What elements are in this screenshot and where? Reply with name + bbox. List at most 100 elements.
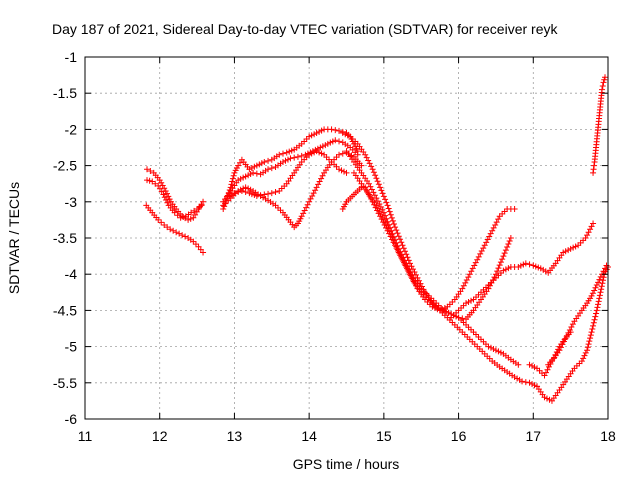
data-point-marker bbox=[581, 352, 588, 359]
data-point-marker bbox=[144, 177, 151, 184]
data-point-marker bbox=[230, 172, 237, 179]
data-point-marker bbox=[354, 151, 361, 158]
data-point-marker bbox=[463, 276, 470, 283]
data-point-marker bbox=[161, 194, 168, 201]
data-point-marker bbox=[332, 137, 339, 144]
data-point-marker bbox=[593, 310, 600, 317]
data-point-marker bbox=[471, 262, 478, 269]
data-point-marker bbox=[377, 203, 384, 210]
data-point-marker bbox=[600, 268, 607, 275]
y-tick-label: -2.5 bbox=[53, 158, 77, 174]
data-point-marker bbox=[383, 199, 390, 206]
data-point-marker bbox=[265, 157, 272, 164]
y-tick-label: -3.5 bbox=[53, 230, 77, 246]
data-point-marker bbox=[176, 230, 183, 237]
data-point-marker bbox=[598, 286, 605, 293]
data-point-marker bbox=[591, 316, 598, 323]
x-axis-label: GPS time / hours bbox=[293, 456, 400, 472]
data-point-marker bbox=[382, 196, 389, 203]
data-point-marker bbox=[371, 192, 378, 199]
series-s9 bbox=[343, 148, 522, 368]
data-point-marker bbox=[590, 322, 597, 329]
data-point-marker bbox=[480, 245, 487, 252]
data-point-marker bbox=[147, 168, 154, 175]
data-point-marker bbox=[584, 232, 591, 239]
chart-title: Day 187 of 2021, Sidereal Day-to-day VTE… bbox=[52, 21, 558, 37]
data-point-marker bbox=[163, 196, 170, 203]
data-point-marker bbox=[304, 201, 311, 208]
data-point-marker bbox=[363, 187, 370, 194]
data-point-marker bbox=[408, 274, 415, 281]
data-point-marker bbox=[160, 191, 167, 198]
data-point-marker bbox=[490, 224, 497, 231]
data-point-marker bbox=[377, 213, 384, 220]
data-point-marker bbox=[368, 163, 375, 170]
data-point-marker bbox=[144, 166, 151, 173]
data-point-marker bbox=[587, 335, 594, 342]
x-tick-label: 11 bbox=[78, 428, 93, 444]
data-point-marker bbox=[291, 154, 298, 161]
data-point-marker bbox=[587, 332, 594, 339]
data-point-marker bbox=[578, 358, 585, 365]
data-point-marker bbox=[568, 324, 575, 331]
data-point-marker bbox=[158, 219, 165, 226]
data-point-marker bbox=[475, 253, 482, 260]
data-point-marker bbox=[369, 198, 376, 205]
data-point-marker bbox=[372, 172, 379, 179]
data-point-marker bbox=[587, 226, 594, 233]
data-point-marker bbox=[367, 183, 374, 190]
x-tick-label: 14 bbox=[301, 428, 317, 444]
data-point-marker bbox=[400, 258, 407, 265]
data-point-marker bbox=[405, 268, 412, 275]
data-point-marker bbox=[395, 233, 402, 240]
data-point-marker bbox=[370, 189, 377, 196]
series-s13 bbox=[448, 220, 597, 321]
data-point-marker bbox=[459, 285, 466, 292]
data-point-marker bbox=[478, 248, 485, 255]
y-tick-label: -1.5 bbox=[53, 85, 77, 101]
data-point-marker bbox=[279, 150, 286, 157]
data-point-marker bbox=[336, 151, 343, 158]
data-point-marker bbox=[397, 236, 404, 243]
data-point-marker bbox=[339, 150, 346, 157]
data-point-marker bbox=[306, 198, 313, 205]
data-point-marker bbox=[235, 189, 242, 196]
data-point-marker bbox=[460, 282, 467, 289]
data-point-marker bbox=[397, 252, 404, 259]
data-point-marker bbox=[522, 260, 529, 267]
data-point-marker bbox=[412, 282, 419, 289]
data-point-marker bbox=[221, 203, 228, 210]
y-tick-label: -3 bbox=[65, 194, 78, 210]
data-point-marker bbox=[567, 329, 574, 336]
data-point-marker bbox=[593, 282, 600, 289]
data-point-marker bbox=[407, 272, 414, 279]
data-point-marker bbox=[585, 229, 592, 236]
x-tick-label: 15 bbox=[376, 428, 392, 444]
data-point-marker bbox=[155, 216, 162, 223]
data-point-marker bbox=[392, 242, 399, 249]
data-point-marker bbox=[380, 209, 387, 216]
data-point-marker bbox=[238, 187, 245, 194]
data-point-marker bbox=[192, 241, 199, 248]
data-point-marker bbox=[469, 265, 476, 272]
data-point-marker bbox=[316, 178, 323, 185]
data-point-marker bbox=[358, 162, 365, 169]
data-point-marker bbox=[332, 127, 339, 134]
data-point-marker bbox=[383, 224, 390, 231]
data-point-marker bbox=[250, 169, 257, 176]
data-point-marker bbox=[253, 170, 260, 177]
data-point-marker bbox=[594, 304, 601, 311]
data-point-marker bbox=[593, 307, 600, 314]
data-point-marker bbox=[400, 245, 407, 252]
data-point-marker bbox=[399, 256, 406, 263]
data-point-marker bbox=[309, 193, 316, 200]
data-point-marker bbox=[484, 236, 491, 243]
data-point-marker bbox=[301, 207, 308, 214]
data-point-marker bbox=[300, 210, 307, 217]
series-s7 bbox=[223, 148, 350, 202]
data-point-marker bbox=[483, 239, 490, 246]
data-point-marker bbox=[375, 181, 382, 188]
data-point-marker bbox=[595, 279, 602, 286]
data-point-marker bbox=[200, 249, 207, 256]
series-s11 bbox=[362, 184, 518, 314]
